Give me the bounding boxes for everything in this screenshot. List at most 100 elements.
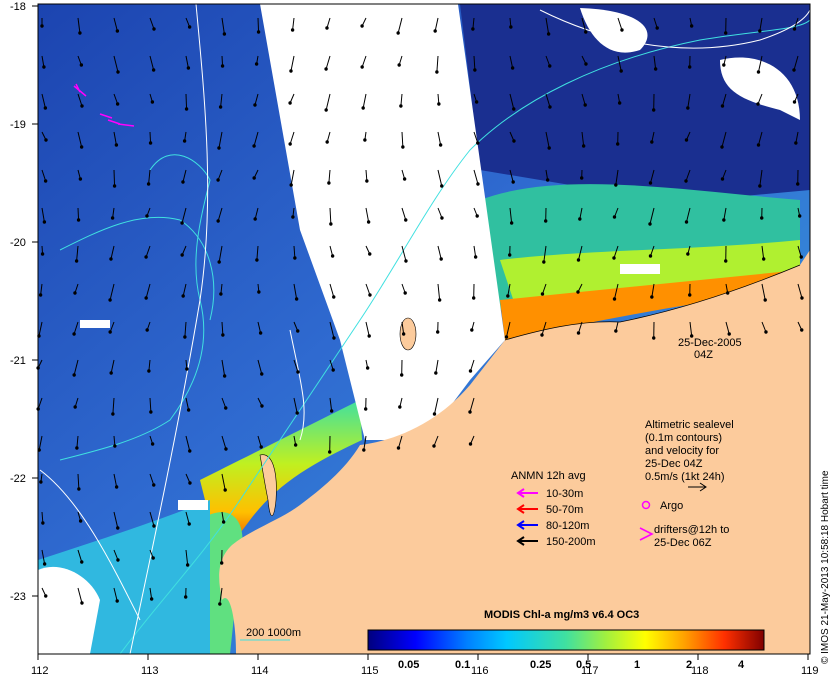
velocity-arrowhead [584, 30, 588, 34]
velocity-arrowhead [509, 25, 513, 29]
velocity-arrowhead [689, 334, 694, 338]
velocity-arrowhead [329, 222, 333, 226]
velocity-arrow [182, 283, 187, 297]
velocity-arrow [653, 17, 658, 29]
velocity-arrowhead [758, 29, 762, 33]
velocity-arrowhead [217, 260, 221, 264]
velocity-arrowhead [260, 404, 264, 408]
velocity-arrowhead [181, 294, 185, 298]
velocity-arrow [41, 549, 46, 565]
velocity-arrowhead [471, 296, 476, 300]
velocity-arrowhead [396, 446, 401, 450]
velocity-arrow [361, 55, 367, 68]
velocity-arrowhead [687, 65, 692, 69]
velocity-arrow [795, 131, 799, 144]
velocity-arrow [145, 245, 151, 258]
velocity-arrow [437, 207, 443, 219]
velocity-arrow [328, 169, 331, 184]
velocity-arrow [38, 435, 43, 451]
velocity-arrowhead [652, 336, 656, 340]
anmn-legend-title: ANMN 12h avg [511, 470, 586, 482]
velocity-arrowhead [764, 330, 768, 334]
velocity-arrowhead [438, 143, 443, 147]
velocity-arrow [649, 169, 655, 184]
velocity-arrowhead [404, 259, 408, 263]
velocity-arrow [113, 169, 116, 187]
velocity-arrow [76, 245, 79, 262]
sealevel-note: Altimetric sealevel (0.1m contours) and … [645, 419, 734, 492]
velocity-arrowhead [797, 214, 802, 218]
velocity-arrowhead [221, 520, 226, 524]
scale-arrowhead-icon [699, 482, 707, 492]
velocity-arrowhead [218, 105, 223, 109]
velocity-arrowhead [432, 444, 436, 448]
velocity-arrow [221, 17, 225, 35]
velocity-arrowhead [615, 142, 620, 146]
velocity-arrowhead [614, 329, 618, 333]
velocity-arrowhead [648, 222, 652, 226]
velocity-arrowhead [147, 369, 151, 373]
velocity-arrowhead [288, 101, 292, 105]
velocity-arrow [651, 283, 655, 298]
velocity-arrow [613, 245, 619, 259]
velocity-arrow [649, 207, 655, 225]
velocity-arrowhead [543, 219, 548, 223]
velocity-arrowhead [74, 259, 79, 263]
velocity-arrow [149, 473, 155, 486]
velocity-arrowhead [80, 560, 84, 564]
velocity-arrow [184, 321, 187, 338]
velocity-arrow [112, 397, 115, 415]
velocity-arrowhead [612, 256, 616, 260]
velocity-arrowhead [651, 108, 656, 112]
velocity-arrow [149, 587, 153, 600]
velocity-arrow [41, 169, 47, 182]
velocity-arrow [507, 283, 511, 297]
lat-tick-label: -18 [10, 1, 26, 13]
velocity-arrowhead [756, 70, 761, 74]
velocity-arrowhead [512, 139, 516, 143]
velocity-arrowhead [686, 106, 690, 110]
velocity-arrowhead [581, 144, 586, 148]
velocity-arrow [219, 587, 223, 605]
velocity-arrowhead [725, 291, 730, 295]
velocity-arrow [365, 207, 370, 223]
velocity-arrowhead [329, 409, 334, 413]
velocity-arrow [221, 359, 226, 377]
argo-legend: Argo [641, 500, 683, 512]
lon-tick-label: 113 [141, 665, 159, 677]
velocity-arrowhead [76, 218, 81, 222]
velocity-arrow [577, 245, 583, 261]
velocity-arrowhead [332, 336, 336, 340]
velocity-arrow [653, 55, 657, 70]
velocity-arrowhead [650, 140, 654, 144]
velocity-arrowhead [548, 64, 552, 68]
velocity-arrowhead [42, 65, 46, 69]
velocity-arrow [38, 321, 43, 337]
velocity-arrowhead [368, 293, 372, 297]
velocity-arrowhead [260, 372, 264, 376]
no-data-swath [260, 4, 505, 440]
velocity-arrowhead [360, 65, 364, 69]
velocity-arrowhead [510, 66, 515, 70]
velocity-arrowhead [397, 63, 401, 67]
velocity-arrow [326, 131, 331, 143]
drifter-tracks [73, 83, 135, 127]
velocity-arrowhead [366, 220, 371, 224]
velocity-arrow [290, 169, 295, 186]
velocity-arrowhead [476, 182, 480, 186]
velocity-arrowhead [181, 180, 185, 184]
velocity-arrowhead [80, 104, 84, 108]
velocity-arrowhead [720, 145, 724, 149]
velocity-arrow [469, 397, 475, 413]
velocity-arrowhead [404, 218, 408, 222]
velocity-arrow [401, 131, 404, 148]
velocity-arrow [325, 93, 331, 111]
velocity-arrows [36, 17, 804, 606]
velocity-arrowhead [619, 69, 623, 73]
velocity-arrowhead [684, 220, 689, 224]
velocity-arrowhead [73, 405, 77, 409]
credit-text: © IMOS 21-May-2013 10:58:18 Hobart time [820, 470, 831, 664]
colorbar: MODIS Chl-a mg/m3 v6.4 OC3 0.05 0.1 0.25… [367, 609, 765, 671]
lat-tick-label: -20 [10, 237, 26, 249]
velocity-arrow [759, 17, 763, 32]
